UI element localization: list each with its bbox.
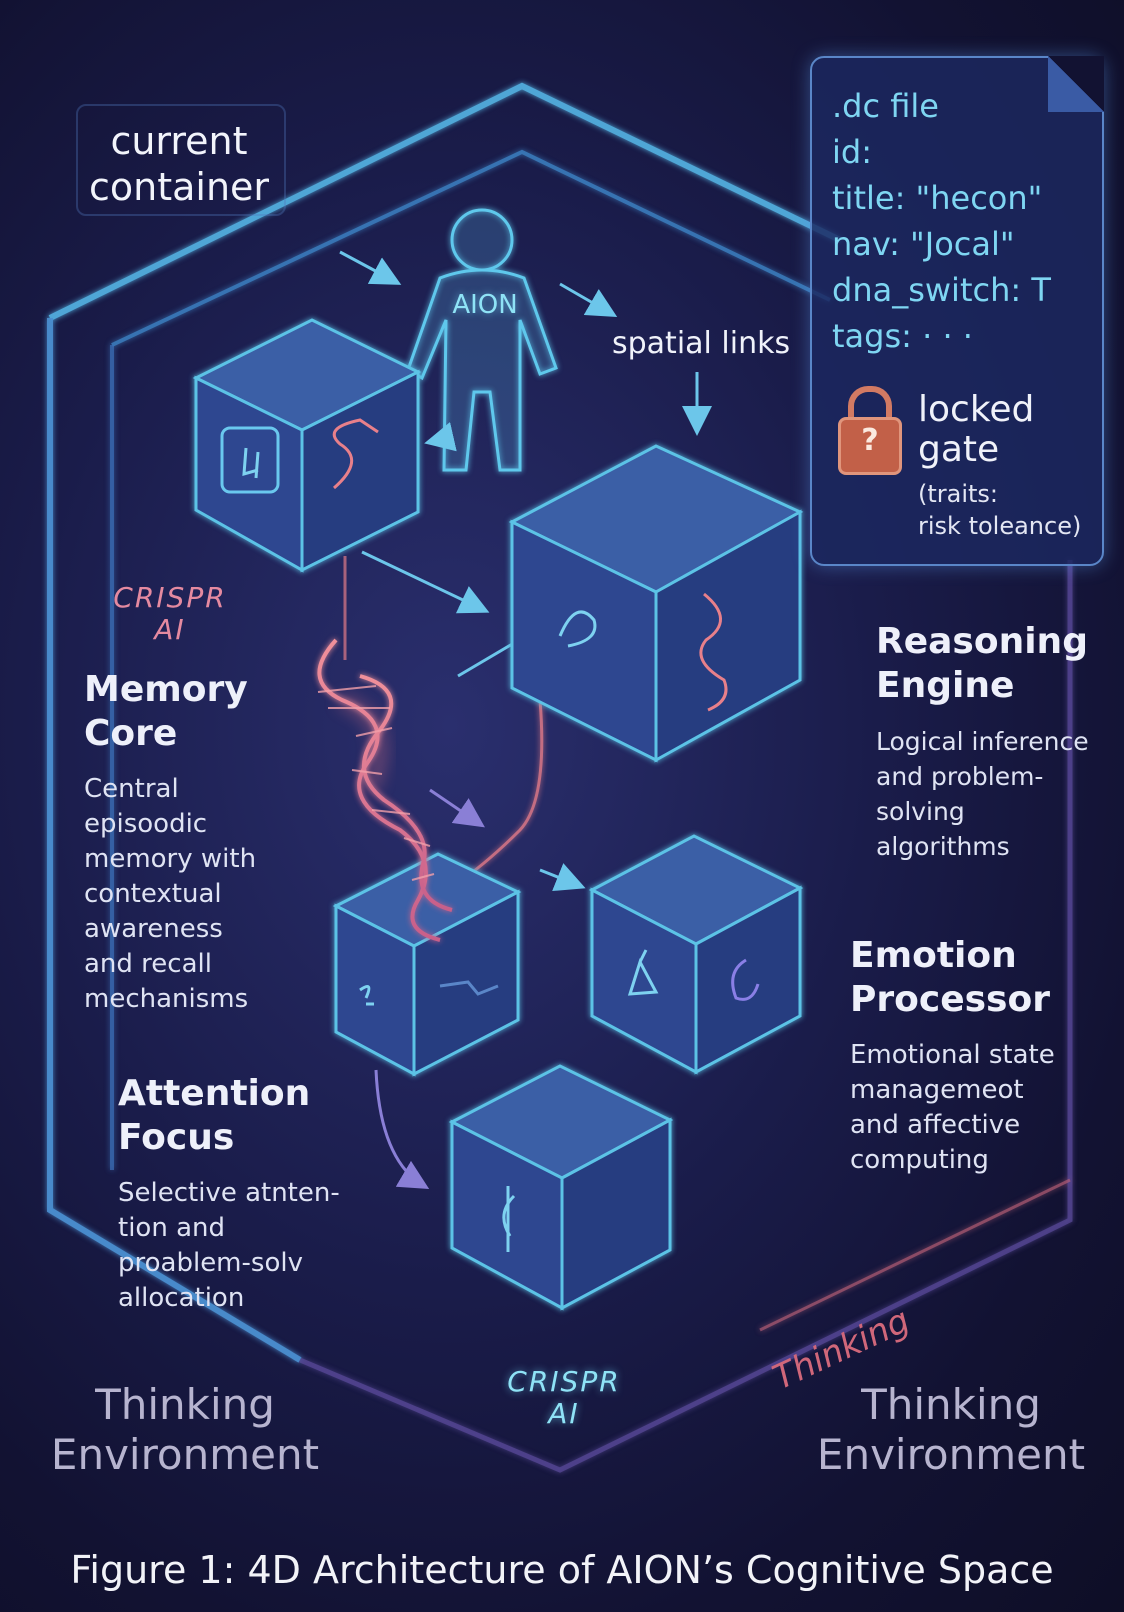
memory-core-title: Memory Core <box>84 669 248 754</box>
pink-link <box>461 699 544 882</box>
dc-nav-line: nav: "Jocal" <box>832 225 1015 263</box>
container-frame <box>47 82 1073 1473</box>
container-frame-left <box>47 318 302 1363</box>
emotion-processor-description: Emotional state managemeot and affective… <box>850 1040 1055 1175</box>
locked-gate-subtitle: (traits: risk toleance) <box>918 480 1082 540</box>
dc-title-line: title: "hecon" <box>832 179 1043 217</box>
arrow-attention <box>374 1069 430 1190</box>
aion-head <box>450 208 514 272</box>
arrow-back-aion <box>424 422 457 452</box>
dc-id-line: id: <box>832 133 872 171</box>
memory-core-description: Central episoodic memory with contextual… <box>84 774 257 1014</box>
cube-reasoning <box>508 444 804 763</box>
cube-emotion <box>588 834 804 1075</box>
current-container-box <box>76 104 286 216</box>
dna-strand <box>317 638 453 942</box>
arrow-to-emotion <box>539 863 586 892</box>
attention-focus-title: Attention Focus <box>118 1073 311 1158</box>
lock-question-glyph: ? <box>861 423 879 458</box>
reasoning-engine-description: Logical inference and problem- solving a… <box>876 727 1089 861</box>
crispr-ai-label-top: CRISPR AI <box>113 581 227 646</box>
arrow-aion-links <box>559 282 618 317</box>
purple-arrows <box>374 788 485 1190</box>
crispr-ai-label-bottom: CRISPR AI <box>507 1365 621 1430</box>
cube-memory <box>192 318 422 573</box>
dc-tags-line: tags: · · · <box>832 317 973 355</box>
arrow-memory-reasoning <box>361 550 490 614</box>
reasoning-engine-title: Reasoning Engine <box>876 621 1088 706</box>
cube-dna <box>332 852 522 1077</box>
attention-focus-description: Selective atnten- tion and proablem-solv… <box>118 1178 340 1313</box>
lock-icon <box>838 417 902 475</box>
container-frame-right <box>299 560 1073 1473</box>
arrow-container-aion <box>339 250 402 285</box>
thinking-environment-left: Thinking Environment <box>50 1380 320 1479</box>
current-container-label: current container <box>88 119 270 209</box>
lock-icon-shackle <box>848 386 892 430</box>
container-frame-outer <box>48 82 842 321</box>
page-fold-icon <box>1048 56 1104 112</box>
aion-body <box>406 268 558 472</box>
emotion-processor-title: Emotion Processor <box>850 935 1050 1020</box>
spatial-links-label: spatial links <box>612 326 791 361</box>
locked-gate-title: locked gate <box>918 389 1035 470</box>
aion-label: AION <box>452 290 518 320</box>
dc-file-card: .dc file id: title: "hecon" nav: "Jocal"… <box>810 56 1104 566</box>
arrow-dna-attention <box>429 788 485 828</box>
dna-strand-a <box>317 638 441 942</box>
aion-figure <box>406 208 558 472</box>
dc-file-line: .dc file <box>832 87 939 125</box>
container-frame-inner <box>111 149 831 347</box>
figure-caption: Figure 1: 4D Architecture of AION’s Cogn… <box>70 1548 1054 1592</box>
thinking-environment-right: Thinking Environment <box>816 1380 1086 1479</box>
dc-dna-switch-line: dna_switch: T <box>832 271 1051 309</box>
cube-attention <box>448 1064 674 1311</box>
